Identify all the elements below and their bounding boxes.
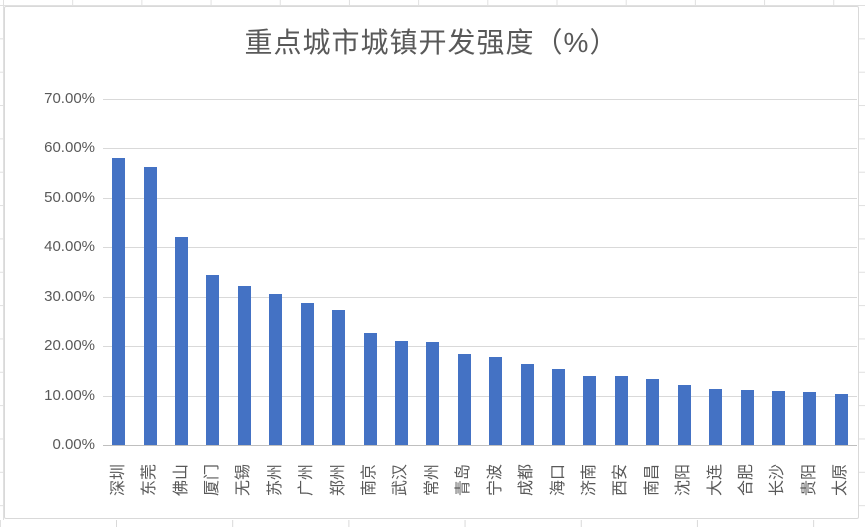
spreadsheet-column-gridline-left (3, 0, 4, 520)
x-tick-label: 西安 (612, 464, 630, 497)
x-tick-label: 成都 (518, 464, 536, 497)
bar[interactable] (143, 166, 157, 445)
bar[interactable] (614, 375, 628, 445)
x-tick-label: 南京 (361, 464, 379, 497)
bar[interactable] (426, 341, 440, 445)
x-tick-label: 宁波 (486, 464, 504, 497)
x-tick-label: 长沙 (769, 464, 787, 497)
x-tick-label: 太原 (832, 464, 850, 497)
x-tick-label: 郑州 (329, 464, 347, 497)
y-gridline (103, 197, 857, 199)
y-tick-label: 20.00% (44, 337, 95, 355)
x-tick-label: 济南 (580, 464, 598, 497)
x-tick-label: 佛山 (172, 464, 190, 497)
y-tick-label: 60.00% (44, 139, 95, 157)
x-tick-label: 合肥 (738, 464, 756, 497)
y-tick-label: 10.00% (44, 386, 95, 404)
bar[interactable] (489, 357, 503, 445)
spreadsheet-column-gridlines-bottom (0, 520, 865, 527)
x-tick-label: 南昌 (643, 464, 661, 497)
y-gridline (103, 395, 857, 397)
y-gridline (103, 148, 857, 150)
y-gridline (103, 296, 857, 298)
bar[interactable] (677, 385, 691, 445)
bar[interactable] (394, 341, 408, 445)
y-tick-label: 50.00% (44, 188, 95, 206)
y-gridline (103, 346, 857, 348)
chart-card[interactable]: 0.00% 10.00% 20.00% 30.00% 40.00% 50.00% 60.00… (4, 6, 859, 519)
bar[interactable] (175, 237, 189, 445)
y-tick-label: 70.00% (44, 90, 95, 107)
bar[interactable] (206, 275, 220, 445)
x-tick-label: 广州 (298, 464, 316, 497)
chart-title[interactable]: 重点城市城镇开发强度（%） (244, 27, 619, 58)
bar[interactable] (112, 158, 126, 445)
bar[interactable] (834, 394, 848, 445)
x-tick-label: 深圳 (109, 464, 127, 497)
bar[interactable] (520, 363, 534, 445)
x-tick-label: 无锡 (235, 464, 253, 497)
y-gridline (103, 247, 857, 249)
x-tick-label: 常州 (423, 464, 441, 497)
bar[interactable] (332, 310, 346, 445)
x-tick-label: 海口 (549, 464, 567, 497)
x-tick-label: 贵阳 (800, 464, 818, 497)
bar[interactable] (457, 354, 471, 445)
bar[interactable] (363, 332, 377, 445)
x-tick-label: 大连 (706, 464, 724, 497)
bar[interactable] (709, 389, 723, 445)
spreadsheet-column-gridlines-top (0, 0, 865, 6)
y-tick-label: 30.00% (44, 287, 95, 305)
bar[interactable] (269, 294, 283, 445)
bar[interactable] (740, 389, 754, 445)
bar[interactable] (300, 302, 314, 445)
x-tick-label: 东莞 (141, 464, 159, 497)
x-tick-label: 武汉 (392, 464, 410, 497)
y-tick-label: 0.00% (52, 436, 95, 453)
x-axis-line (103, 445, 857, 446)
bar[interactable] (803, 391, 817, 445)
bar[interactable] (237, 286, 251, 445)
y-gridline (103, 99, 857, 100)
x-tick-label: 沈阳 (675, 464, 693, 497)
x-tick-label: 苏州 (266, 464, 284, 497)
x-tick-label: 青岛 (455, 464, 473, 497)
bar[interactable] (552, 369, 566, 445)
bar[interactable] (646, 378, 660, 445)
y-tick-label: 40.00% (44, 238, 95, 256)
bar[interactable] (771, 391, 785, 445)
x-tick-label: 厦门 (203, 464, 221, 497)
bar[interactable] (583, 375, 597, 445)
plot-area: 0.00% 10.00% 20.00% 30.00% 40.00% 50.00% 60.00… (5, 7, 858, 518)
